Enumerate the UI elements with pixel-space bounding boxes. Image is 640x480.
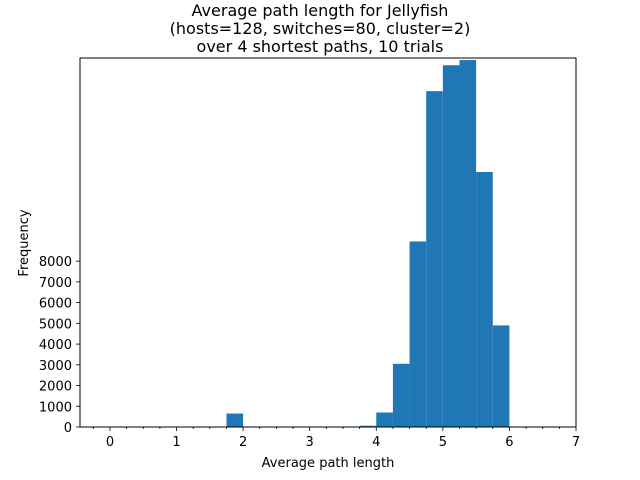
y-tick-label: 4000 [39, 338, 72, 353]
y-tick-label: 5000 [39, 317, 72, 332]
histogram-bar [459, 60, 477, 428]
x-axis-label: Average path length [262, 456, 395, 471]
x-tick-label: 5 [439, 435, 447, 450]
histogram-bar [226, 413, 244, 427]
y-axis-ticks: 0 1000 2000 3000 4000 5000 6000 7000 8000 [39, 255, 80, 436]
y-axis-label: Frequency [17, 209, 32, 276]
histogram-bar [409, 241, 427, 427]
x-tick-label: 1 [172, 435, 180, 450]
y-tick-label: 8000 [39, 255, 72, 270]
y-tick-label: 6000 [39, 297, 72, 312]
chart-title-line-3: over 4 shortest paths, 10 trials [197, 37, 444, 56]
histogram-bar [359, 425, 377, 427]
histogram-bar [442, 65, 460, 427]
y-tick-label: 1000 [39, 400, 72, 415]
plot-frame [79, 57, 577, 428]
x-tick-label: 6 [505, 435, 513, 450]
x-tick-label: 3 [306, 435, 314, 450]
x-tick-label: 4 [372, 435, 380, 450]
y-tick-label: 7000 [39, 276, 72, 291]
chart-title-line-1: Average path length for Jellyfish [192, 1, 449, 20]
histogram-bar [426, 91, 443, 427]
histogram-bar [392, 363, 410, 427]
x-tick-label: 0 [106, 435, 114, 450]
x-tick-label: 7 [572, 435, 580, 450]
histogram-bar [476, 172, 493, 427]
y-tick-label: 3000 [39, 359, 72, 374]
histogram-bar [376, 412, 393, 427]
x-tick-label: 2 [239, 435, 247, 450]
y-tick-label: 0 [64, 421, 72, 436]
x-axis-ticks: 0 1 2 3 4 5 6 7 [92, 427, 580, 450]
chart-title-line-2: (hosts=128, switches=80, cluster=2) [170, 19, 471, 38]
y-tick-label: 2000 [39, 380, 72, 395]
histogram-bars [226, 60, 510, 428]
histogram-bar [492, 325, 510, 427]
